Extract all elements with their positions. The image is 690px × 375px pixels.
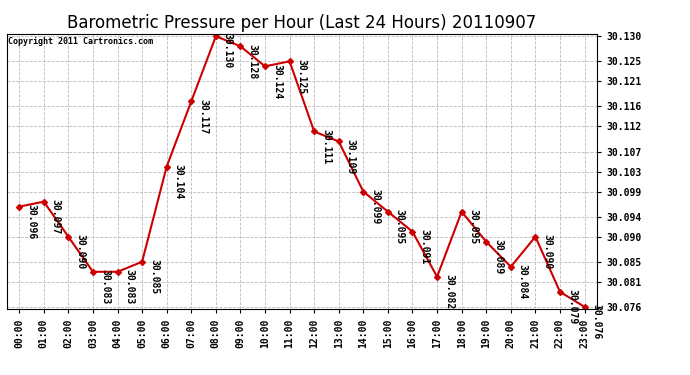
Text: 30.085: 30.085 [149,259,159,294]
Text: 30.124: 30.124 [272,63,282,99]
Text: 30.090: 30.090 [542,234,552,269]
Text: 30.083: 30.083 [124,269,135,304]
Text: 30.096: 30.096 [26,204,36,239]
Text: Copyright 2011 Cartronics.com: Copyright 2011 Cartronics.com [8,36,153,45]
Text: 30.079: 30.079 [567,289,577,324]
Text: 30.109: 30.109 [346,139,355,174]
Text: 30.089: 30.089 [493,239,503,274]
Text: 30.128: 30.128 [248,44,257,79]
Text: 30.084: 30.084 [518,264,528,299]
Title: Barometric Pressure per Hour (Last 24 Hours) 20110907: Barometric Pressure per Hour (Last 24 Ho… [67,14,537,32]
Text: 30.099: 30.099 [371,189,380,224]
Text: 30.090: 30.090 [75,234,86,269]
Text: 30.076: 30.076 [591,304,602,339]
Text: 30.082: 30.082 [444,274,454,309]
Text: 30.095: 30.095 [469,209,479,244]
Text: 30.091: 30.091 [420,229,429,264]
Text: 30.117: 30.117 [198,99,208,134]
Text: 30.104: 30.104 [174,164,184,199]
Text: 30.095: 30.095 [395,209,405,244]
Text: 30.097: 30.097 [51,199,61,234]
Text: 30.083: 30.083 [100,269,110,304]
Text: 30.130: 30.130 [223,33,233,69]
Text: 30.111: 30.111 [321,129,331,164]
Text: 30.125: 30.125 [297,58,306,94]
